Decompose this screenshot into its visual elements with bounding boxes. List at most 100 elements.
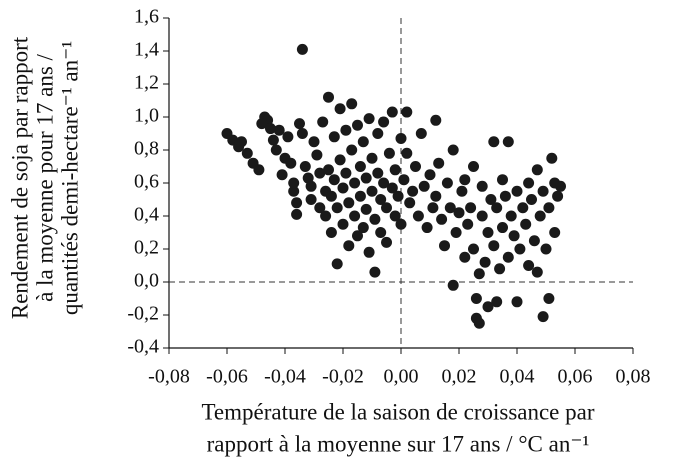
point — [537, 185, 549, 197]
point — [386, 106, 398, 118]
point — [540, 243, 552, 255]
point — [430, 114, 442, 126]
point — [236, 136, 247, 148]
point — [526, 194, 537, 205]
point — [499, 190, 511, 202]
point — [366, 152, 378, 164]
x-axis-label: rapport à la moyenne sur 17 ans / °C an⁻… — [207, 431, 590, 456]
point — [549, 227, 561, 238]
y-tick-label: -0,2 — [127, 303, 159, 325]
point — [494, 263, 506, 275]
point — [273, 124, 285, 136]
x-tick-label: -0,08 — [148, 366, 190, 388]
point — [363, 113, 375, 125]
point — [331, 202, 343, 214]
point — [346, 144, 358, 156]
point — [291, 197, 303, 209]
point — [299, 161, 311, 172]
point — [520, 218, 532, 230]
point — [468, 243, 479, 255]
point — [502, 136, 514, 148]
point — [473, 268, 485, 280]
y-tick-label: 0,8 — [134, 138, 159, 160]
point — [343, 197, 355, 209]
point — [479, 256, 491, 268]
x-tick-label: 0,06 — [558, 366, 593, 388]
point — [241, 147, 253, 159]
point — [363, 246, 375, 258]
point — [383, 147, 395, 159]
x-tick-label: -0,06 — [206, 366, 248, 388]
point — [482, 227, 494, 238]
point — [360, 172, 372, 184]
y-tick-label: 0,0 — [134, 270, 159, 292]
point — [276, 169, 288, 181]
point — [468, 161, 479, 172]
y-tick-label: 0,4 — [134, 204, 159, 226]
point — [517, 202, 529, 214]
point — [325, 227, 337, 238]
y-tick-label: 1,4 — [134, 39, 159, 61]
point — [514, 243, 526, 255]
y-tick-label: 1,2 — [134, 72, 159, 94]
y-axis-label: Rendement de soja par rapport — [7, 36, 32, 319]
point — [531, 164, 543, 176]
x-tick-label: -0,04 — [264, 366, 306, 388]
y-tick-label: 1,6 — [134, 6, 159, 28]
point — [320, 210, 332, 222]
point — [282, 131, 294, 143]
point — [314, 202, 326, 214]
point — [398, 174, 410, 186]
point — [302, 172, 314, 184]
point — [555, 180, 566, 192]
point — [381, 202, 392, 214]
point — [256, 118, 268, 130]
point — [523, 260, 535, 271]
point — [421, 222, 433, 234]
point — [357, 136, 369, 148]
point — [323, 91, 334, 103]
point — [491, 202, 503, 214]
point — [389, 210, 401, 222]
point — [314, 167, 326, 179]
point — [253, 164, 265, 176]
point — [386, 182, 398, 194]
point — [337, 218, 349, 230]
point — [291, 208, 303, 220]
point — [296, 128, 308, 139]
point — [488, 240, 500, 252]
point — [537, 311, 549, 323]
point — [488, 136, 500, 148]
point — [523, 177, 535, 189]
point — [534, 210, 546, 222]
point — [439, 240, 450, 252]
y-tick-label: 1,0 — [134, 105, 159, 127]
point — [323, 164, 334, 176]
point — [531, 266, 543, 278]
point — [349, 177, 361, 189]
point — [401, 147, 413, 159]
point — [296, 43, 308, 55]
x-tick-label: 0,08 — [616, 366, 651, 388]
point — [331, 258, 343, 270]
point — [340, 167, 352, 179]
point — [430, 190, 442, 202]
point — [265, 123, 276, 135]
point — [369, 213, 381, 225]
point — [459, 174, 471, 186]
point — [334, 154, 346, 166]
y-tick-label: 0,2 — [134, 237, 159, 259]
point — [375, 194, 387, 205]
point — [337, 182, 349, 194]
point — [378, 177, 390, 189]
point — [357, 222, 369, 234]
point — [436, 213, 448, 225]
point — [528, 235, 540, 247]
point — [395, 218, 407, 230]
point — [288, 185, 300, 197]
point — [433, 157, 445, 169]
point — [354, 161, 366, 172]
x-tick-label: -0,02 — [322, 366, 364, 388]
point — [334, 103, 346, 115]
point — [366, 185, 378, 197]
